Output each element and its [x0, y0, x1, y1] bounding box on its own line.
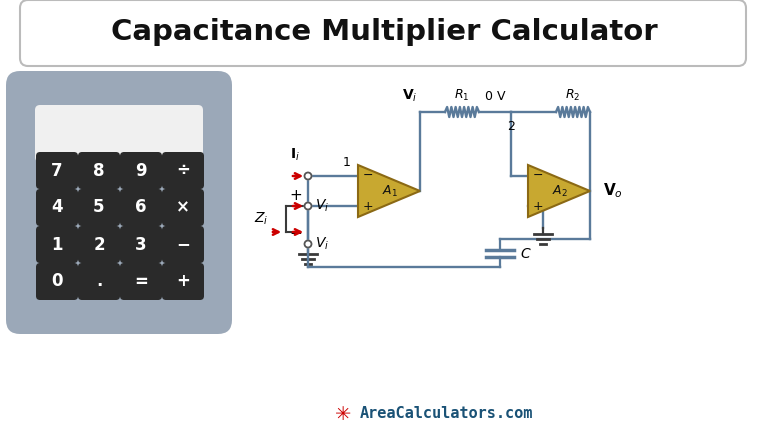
- Circle shape: [304, 172, 312, 180]
- FancyBboxPatch shape: [36, 226, 78, 263]
- Text: 2: 2: [507, 120, 515, 133]
- FancyBboxPatch shape: [20, 0, 746, 66]
- FancyBboxPatch shape: [35, 105, 203, 162]
- Text: 9: 9: [135, 162, 147, 180]
- Text: $V_i$: $V_i$: [315, 198, 329, 214]
- Circle shape: [304, 203, 312, 210]
- Text: 1: 1: [343, 156, 351, 169]
- Text: 5: 5: [93, 198, 104, 216]
- Text: $R_1$: $R_1$: [455, 88, 470, 103]
- Text: −: −: [176, 235, 190, 254]
- FancyBboxPatch shape: [36, 152, 78, 189]
- Text: +: +: [290, 188, 303, 203]
- Text: 1: 1: [51, 235, 63, 254]
- FancyBboxPatch shape: [162, 226, 204, 263]
- FancyBboxPatch shape: [78, 189, 120, 226]
- Text: $V_i$: $V_i$: [315, 236, 329, 252]
- Text: $\mathbf{V}_i$: $\mathbf{V}_i$: [402, 88, 418, 104]
- Text: .: .: [96, 273, 102, 290]
- Text: +: +: [362, 200, 373, 213]
- FancyBboxPatch shape: [78, 226, 120, 263]
- Text: $C$: $C$: [520, 247, 531, 261]
- Text: +: +: [176, 273, 190, 290]
- FancyBboxPatch shape: [36, 263, 78, 300]
- Text: $A_2$: $A_2$: [552, 184, 568, 199]
- FancyBboxPatch shape: [162, 152, 204, 189]
- FancyBboxPatch shape: [162, 263, 204, 300]
- FancyBboxPatch shape: [78, 152, 120, 189]
- FancyBboxPatch shape: [120, 152, 162, 189]
- Text: 0 V: 0 V: [485, 90, 505, 103]
- Text: 3: 3: [135, 235, 147, 254]
- Text: ×: ×: [176, 198, 190, 216]
- Text: $R_2$: $R_2$: [565, 88, 581, 103]
- Text: $A_1$: $A_1$: [382, 184, 399, 199]
- Text: −: −: [362, 168, 373, 181]
- FancyBboxPatch shape: [78, 263, 120, 300]
- Text: ÷: ÷: [176, 162, 190, 180]
- Text: 4: 4: [51, 198, 63, 216]
- FancyBboxPatch shape: [162, 189, 204, 226]
- Text: 0: 0: [51, 273, 63, 290]
- Text: 7: 7: [51, 162, 63, 180]
- Text: +: +: [533, 200, 543, 213]
- Text: ✳: ✳: [335, 404, 351, 423]
- FancyBboxPatch shape: [120, 226, 162, 263]
- Text: −: −: [290, 226, 303, 241]
- FancyBboxPatch shape: [120, 263, 162, 300]
- Text: 6: 6: [135, 198, 147, 216]
- Text: =: =: [134, 273, 148, 290]
- FancyBboxPatch shape: [36, 189, 78, 226]
- Text: $\mathbf{V}_o$: $\mathbf{V}_o$: [603, 181, 623, 200]
- Circle shape: [304, 241, 312, 248]
- Text: 8: 8: [93, 162, 104, 180]
- Text: −: −: [533, 168, 543, 181]
- Text: AreaCalculators.com: AreaCalculators.com: [360, 407, 533, 422]
- Text: 2: 2: [93, 235, 104, 254]
- Text: Capacitance Multiplier Calculator: Capacitance Multiplier Calculator: [111, 18, 657, 46]
- FancyBboxPatch shape: [120, 189, 162, 226]
- Text: $Z_i$: $Z_i$: [253, 211, 268, 227]
- FancyBboxPatch shape: [6, 71, 232, 334]
- Polygon shape: [528, 165, 590, 217]
- Polygon shape: [358, 165, 420, 217]
- Text: $\mathbf{I}_i$: $\mathbf{I}_i$: [290, 146, 300, 163]
